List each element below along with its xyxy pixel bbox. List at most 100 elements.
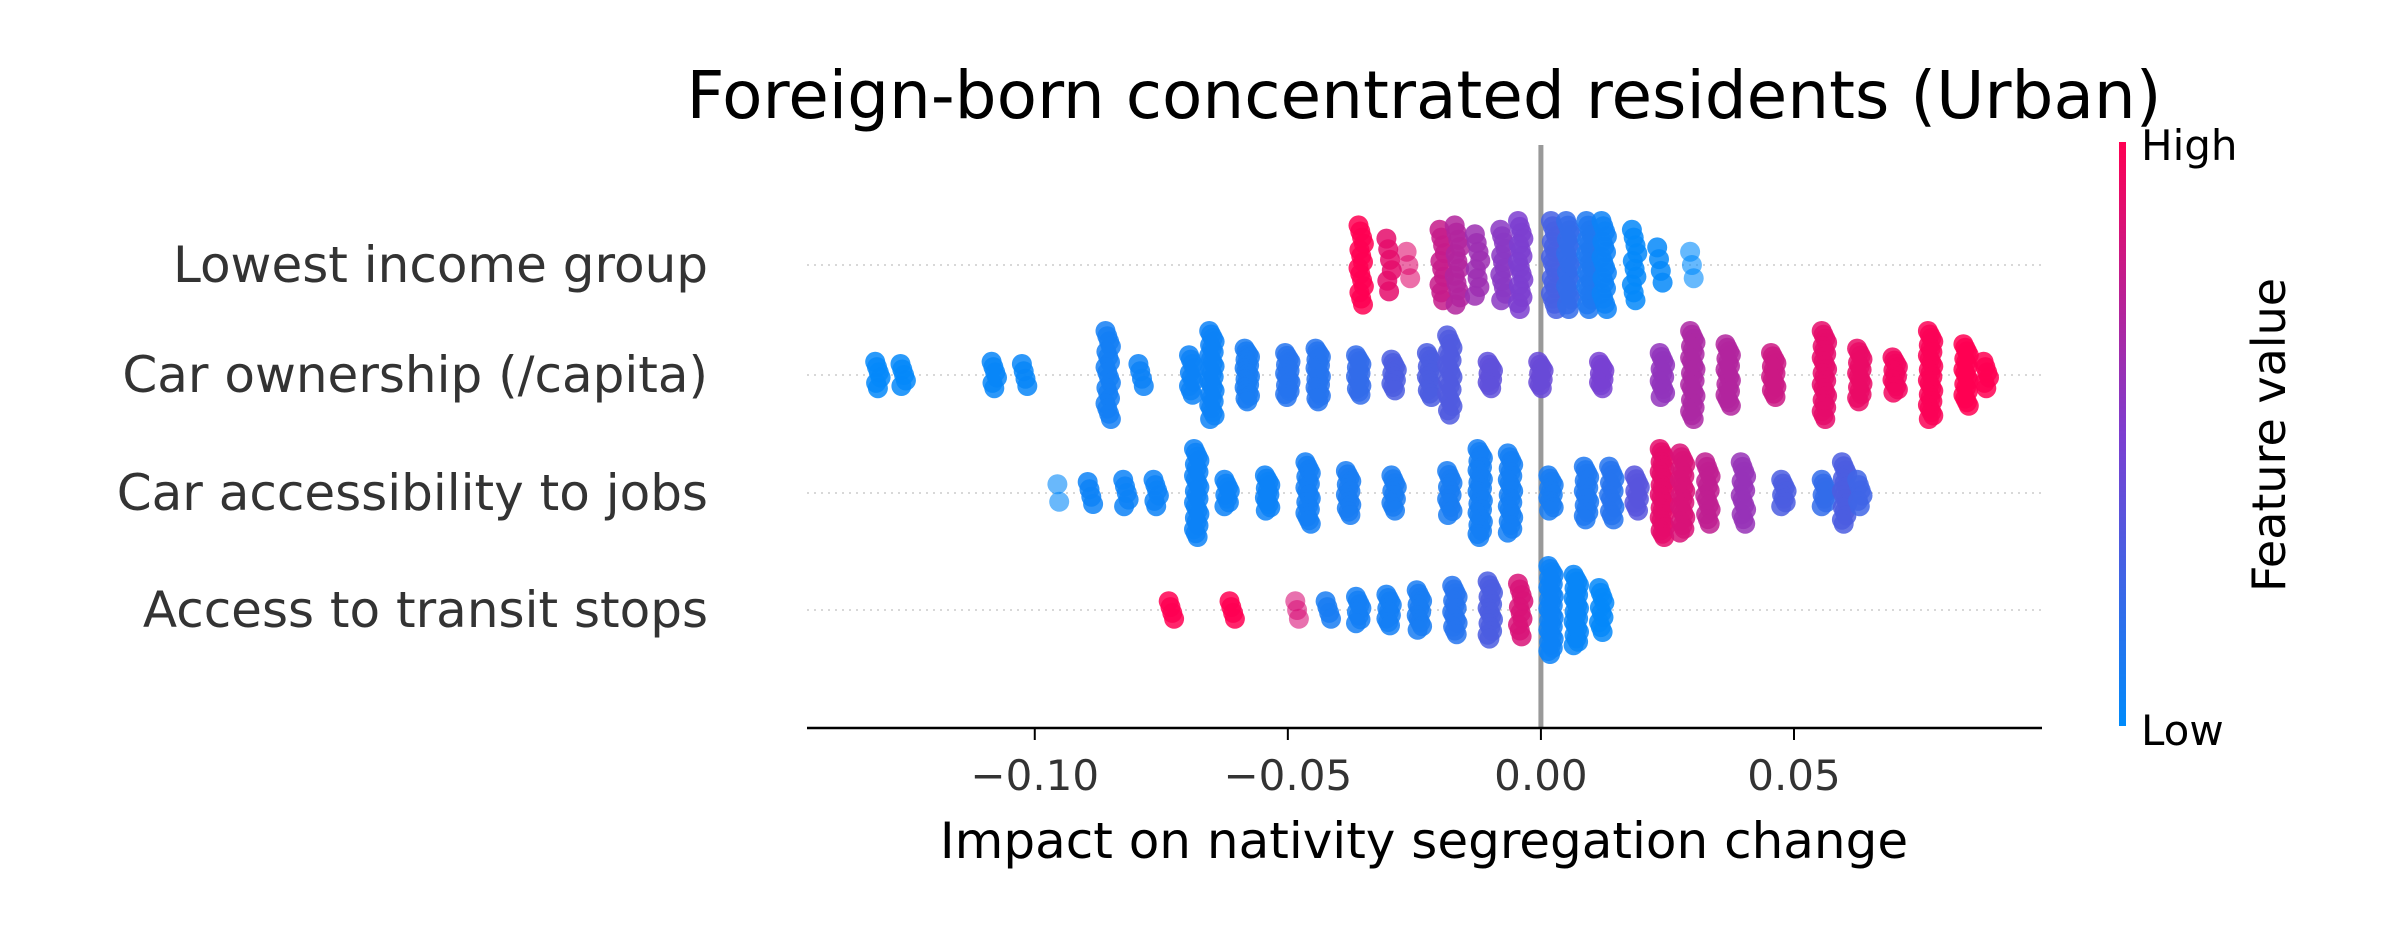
data-point — [1321, 608, 1341, 629]
data-point — [1114, 496, 1135, 517]
data-point — [1350, 384, 1371, 405]
data-point — [1049, 491, 1070, 512]
data-point — [1575, 509, 1596, 530]
data-point — [1288, 608, 1309, 629]
data-point — [1146, 496, 1167, 517]
data-point — [1497, 522, 1518, 543]
data-point — [1308, 391, 1329, 412]
data-point — [1539, 500, 1560, 521]
x-axis-label: Impact on nativity segregation change — [940, 812, 1908, 870]
data-point — [1464, 285, 1485, 306]
data-point — [1353, 294, 1373, 315]
data-point — [1558, 299, 1579, 319]
data-point — [1592, 622, 1613, 642]
data-point — [1491, 290, 1512, 311]
data-point — [1187, 527, 1208, 547]
data-point — [1833, 513, 1854, 534]
data-point — [1400, 268, 1421, 289]
data-point — [1815, 409, 1836, 429]
data-point — [1083, 494, 1104, 514]
data-point — [1720, 395, 1741, 416]
data-point — [1509, 299, 1530, 319]
feature-point-group — [865, 321, 1999, 429]
data-point — [1628, 500, 1648, 521]
data-point — [1592, 378, 1613, 399]
data-point — [1224, 608, 1245, 629]
data-point — [1848, 391, 1869, 412]
data-point — [1439, 404, 1460, 425]
data-point — [1380, 615, 1400, 636]
data-point — [1883, 382, 1904, 403]
data-point — [1579, 299, 1599, 319]
data-point — [1958, 395, 1979, 416]
data-point — [1511, 626, 1532, 647]
data-point — [1445, 294, 1466, 315]
data-point — [1469, 527, 1490, 547]
data-point — [1683, 409, 1704, 429]
data-point — [1669, 522, 1690, 543]
data-point — [1438, 505, 1458, 525]
data-point — [1625, 290, 1646, 311]
data-point — [1237, 391, 1258, 412]
data-point — [1735, 513, 1756, 534]
feature-point-group — [1158, 556, 1615, 664]
data-point — [1650, 387, 1671, 407]
data-point — [1849, 496, 1870, 517]
data-point — [1765, 387, 1786, 407]
data-point — [1047, 474, 1068, 495]
feature-point-group — [1348, 211, 1704, 319]
data-point — [891, 376, 912, 396]
row-guides — [807, 264, 2042, 611]
data-point — [1164, 608, 1185, 629]
data-point — [1407, 619, 1428, 640]
chart-title: Foreign-born concentrated residents (Urb… — [687, 57, 2162, 134]
data-point — [1385, 500, 1405, 521]
data-point — [1479, 628, 1500, 649]
data-point — [984, 378, 1005, 399]
data-point — [1346, 613, 1366, 634]
data-points — [865, 211, 1999, 664]
data-point — [1540, 644, 1561, 664]
data-point — [1133, 376, 1154, 396]
data-point — [1811, 496, 1832, 517]
data-point — [1446, 624, 1467, 645]
data-point — [1563, 635, 1584, 656]
colorbar-low-label: Low — [2141, 706, 2224, 755]
feature-labels: Lowest income group Car ownership (/capit… — [117, 236, 708, 639]
data-point — [1481, 378, 1502, 399]
data-point — [867, 378, 888, 399]
feature-label: Car ownership (/capita) — [122, 346, 708, 404]
x-tick-label: 0.05 — [1747, 751, 1841, 800]
data-point — [1918, 409, 1939, 429]
x-ticks: −0.10 −0.05 0.00 0.05 — [970, 728, 1841, 800]
data-point — [1276, 387, 1297, 407]
data-point — [1182, 384, 1203, 405]
feature-label: Car accessibility to jobs — [117, 464, 708, 522]
data-point — [1421, 387, 1442, 407]
feature-label: Lowest income group — [173, 236, 708, 294]
data-point — [1379, 281, 1400, 302]
x-tick-label: −0.10 — [970, 751, 1099, 800]
x-tick-label: −0.05 — [1223, 751, 1352, 800]
feature-point-group — [1047, 439, 1873, 547]
colorbar — [2119, 142, 2126, 726]
feature-label: Access to transit stops — [143, 581, 708, 639]
data-point — [1976, 378, 1997, 399]
x-tick-label: 0.00 — [1494, 751, 1588, 800]
data-point — [1017, 376, 1038, 396]
data-point — [1771, 496, 1792, 517]
data-point — [1385, 380, 1405, 401]
data-point — [1654, 527, 1675, 547]
data-point — [1531, 378, 1552, 399]
data-point — [1683, 268, 1704, 289]
data-point — [1255, 500, 1276, 521]
data-point — [1214, 496, 1235, 517]
colorbar-title: Feature value — [2242, 278, 2296, 592]
data-point — [1300, 513, 1321, 534]
data-point — [1603, 509, 1624, 530]
data-point — [1340, 505, 1361, 525]
data-point — [1596, 299, 1617, 319]
data-point — [1100, 409, 1121, 429]
data-point — [1699, 513, 1720, 534]
